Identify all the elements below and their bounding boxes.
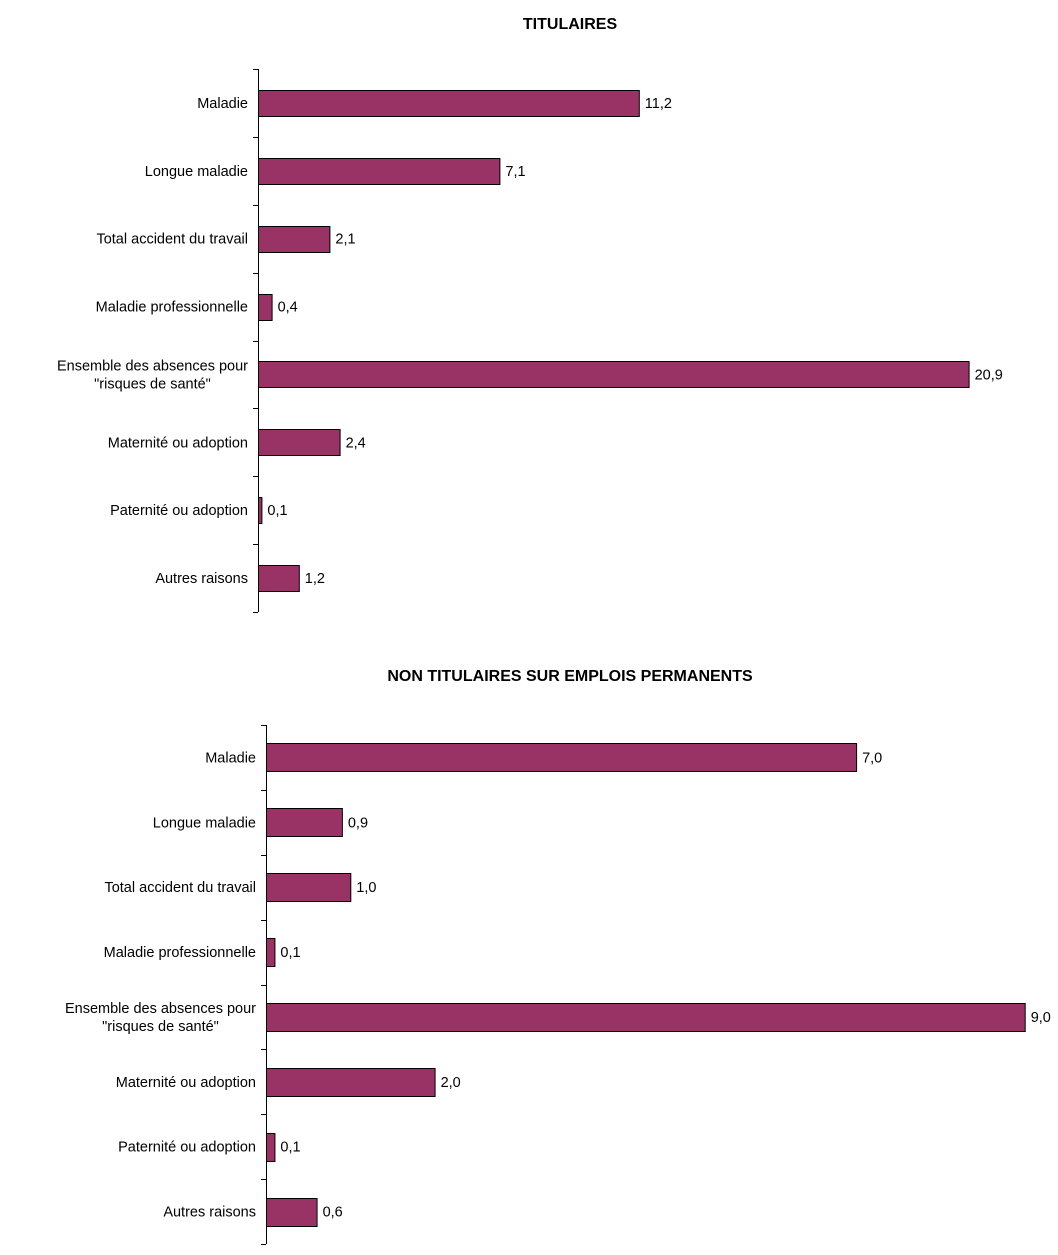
data-label-longue-maladie: 0,9 [348, 815, 368, 831]
bar-autres-raisons [266, 1198, 318, 1227]
data-label-paternite-ou-adoption: 0,1 [280, 1140, 300, 1156]
category-label-ensemble-des-absences-pour-risques-de-sante: Ensemble des absences pour "risques de sa… [57, 358, 248, 392]
chart-panel-titulaires: TITULAIRES 11,2 Maladie 7,1 Longue maladie 2… [57, 16, 1003, 613]
data-label-ensemble-des-absences-pour-risques-de-sante: 20,9 [975, 367, 1003, 383]
bar-ensemble-des-absences-pour-risques-de-sante [258, 361, 970, 388]
category-label-total-accident-du-travail: Total accident du travail [96, 232, 248, 248]
data-label-maternite-ou-adoption: 2,0 [441, 1075, 461, 1091]
bar-longue-maladie [266, 808, 343, 837]
category-label-ensemble-des-absences-pour-risques-de-sante: Ensemble des absences pour "risques de sa… [65, 1001, 256, 1035]
data-label-total-accident-du-travail: 2,1 [335, 232, 355, 248]
data-label-maternite-ou-adoption: 2,4 [346, 435, 366, 451]
category-label-autres-raisons: Autres raisons [163, 1205, 256, 1221]
category-label-maladie-professionnelle: Maladie professionnelle [96, 300, 248, 316]
category-label-total-accident-du-travail: Total accident du travail [104, 880, 256, 896]
data-label-autres-raisons: 0,6 [323, 1205, 343, 1221]
bar-ensemble-des-absences-pour-risques-de-sante [266, 1003, 1026, 1032]
bar-longue-maladie [258, 158, 501, 185]
bar-autres-raisons [258, 565, 300, 592]
bar-paternite-ou-adoption [266, 1133, 276, 1162]
bar-paternite-ou-adoption [258, 497, 263, 524]
category-label-paternite-ou-adoption: Paternité ou adoption [118, 1140, 256, 1156]
bar-total-accident-du-travail [266, 873, 352, 902]
chart-title-non-titulaires: NON TITULAIRES SUR EMPLOIS PERMANENTS [387, 668, 753, 685]
category-label-longue-maladie: Longue maladie [145, 164, 248, 180]
chart-panel-non-titulaires: NON TITULAIRES SUR EMPLOIS PERMANENTS 7,… [65, 668, 1051, 1245]
bar-maternite-ou-adoption [266, 1068, 436, 1097]
bar-maladie [266, 743, 858, 772]
category-label-maladie: Maladie [197, 96, 248, 112]
data-label-paternite-ou-adoption: 0,1 [267, 503, 287, 519]
bar-maladie-professionnelle [266, 938, 276, 967]
data-label-maladie: 7,0 [862, 750, 882, 766]
bar-total-accident-du-travail [258, 226, 331, 253]
category-label-maternite-ou-adoption: Maternité ou adoption [108, 435, 248, 451]
data-label-maladie-professionnelle: 0,1 [280, 945, 300, 961]
data-label-ensemble-des-absences-pour-risques-de-sante: 9,0 [1031, 1010, 1051, 1026]
category-label-maladie-professionnelle: Maladie professionnelle [104, 945, 256, 961]
category-label-paternite-ou-adoption: Paternité ou adoption [110, 503, 248, 519]
bar-maternite-ou-adoption [258, 429, 341, 456]
category-label-autres-raisons: Autres raisons [155, 571, 248, 587]
category-label-longue-maladie: Longue maladie [153, 815, 256, 831]
chart-title-titulaires: TITULAIRES [523, 16, 618, 33]
data-label-autres-raisons: 1,2 [305, 571, 325, 587]
bar-maladie-professionnelle [258, 294, 273, 321]
data-label-maladie: 11,2 [645, 96, 672, 112]
data-label-maladie-professionnelle: 0,4 [278, 300, 298, 316]
category-label-maladie: Maladie [205, 750, 256, 766]
data-label-total-accident-du-travail: 1,0 [356, 880, 376, 896]
bar-maladie [258, 90, 640, 117]
category-label-maternite-ou-adoption: Maternité ou adoption [116, 1075, 256, 1091]
data-label-longue-maladie: 7,1 [505, 164, 525, 180]
